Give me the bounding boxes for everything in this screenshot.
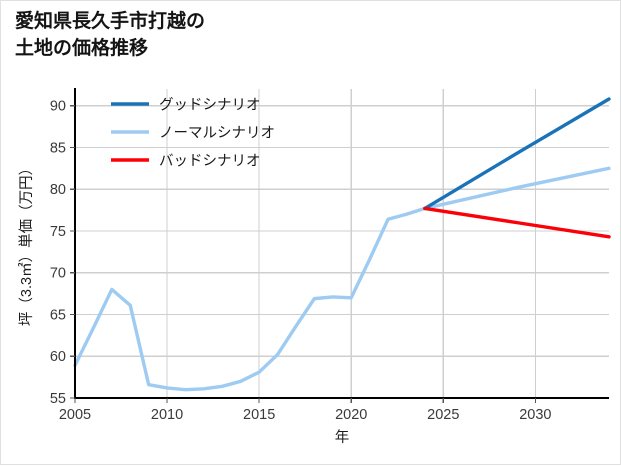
series-line-bad [423,206,611,239]
y-axis-tick-label: 80 [50,182,66,198]
y-axis-tick-label: 70 [50,266,66,282]
x-axis-tick-label: 2025 [427,407,459,423]
x-axis-tick-label: 2015 [243,407,275,423]
legend-label-good: グッドシナリオ [159,97,261,114]
series-line-normal [73,166,611,392]
x-axis-title: 年 [335,429,350,446]
x-axis-tick-label: 2010 [151,407,183,423]
axis-spines-group [73,88,609,400]
y-axis-tick-label: 65 [50,307,66,323]
x-axis-tick-label: 2030 [519,407,551,423]
x-axis-tick-label: 2020 [335,407,367,423]
y-axis-tick-label: 85 [50,140,66,156]
page-title: 愛知県長久手市打越の 土地の価格推移 [15,11,206,59]
axis-titles-group: 年 坪（3.3㎡）単価（万円） [18,161,349,446]
y-axis-tick-label: 60 [50,349,66,365]
gridlines-group [74,89,609,399]
series-line-good [423,97,611,211]
series-group [73,97,611,392]
x-axis-tick-label: 2005 [59,407,91,423]
legend-label-normal: ノーマルシナリオ [159,126,275,142]
y-axis-tick-label: 55 [50,391,66,407]
axis-ticks-group: 55 60 65 70 75 80 85 90 2005 2010 2015 2020 2025 2030 [50,99,552,423]
y-axis-tick-label: 75 [50,224,66,240]
y-axis-title: 坪（3.3㎡）単価（万円） [18,161,35,326]
legend-label-bad: バッドシナリオ [159,154,261,170]
y-axis-tick-label: 90 [50,99,66,115]
